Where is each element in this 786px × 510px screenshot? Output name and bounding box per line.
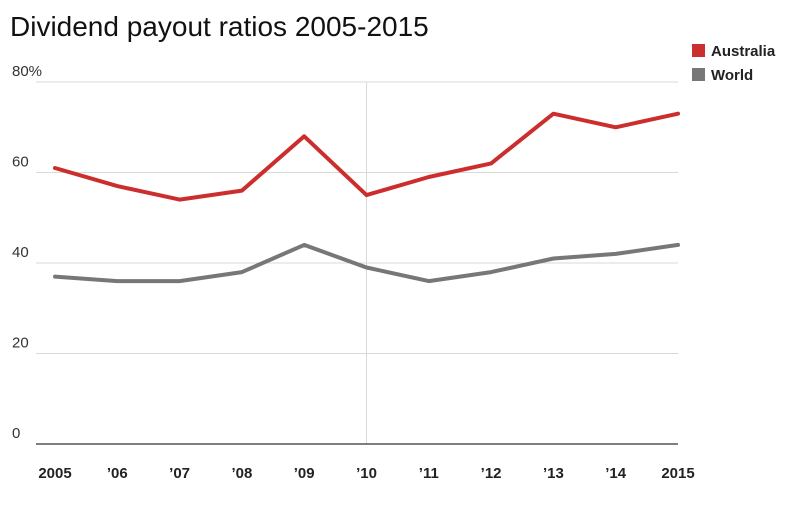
y-tick-label: 40 — [12, 244, 29, 261]
x-tick-label: 2015 — [661, 465, 694, 482]
x-tick-label: ’14 — [605, 465, 627, 482]
x-tick-label: ’10 — [356, 465, 377, 482]
x-tick-label: ’06 — [107, 465, 128, 482]
y-tick-label: 60 — [12, 154, 29, 171]
y-tick-label: 0 — [12, 425, 20, 442]
series-line-world — [53, 242, 680, 284]
series-line-australia — [53, 111, 680, 202]
x-tick-label: ’07 — [169, 465, 190, 482]
gridlines — [36, 81, 678, 444]
y-tick-label: 80% — [12, 63, 42, 80]
legend-label-world: World — [711, 67, 753, 84]
x-tick-label: 2005 — [38, 465, 71, 482]
legend-label-australia: Australia — [711, 43, 776, 60]
chart-title: Dividend payout ratios 2005-2015 — [10, 11, 429, 42]
y-tick-label: 20 — [12, 335, 29, 352]
x-axis: 2005 ’06 ’07 ’08 ’09 ’10 ’11 ’12 ’13 ’14 2015 — [36, 443, 695, 482]
x-tick-label: ’08 — [231, 465, 252, 482]
x-tick-label: ’11 — [419, 465, 439, 482]
y-axis: 0 20 40 60 80% — [12, 63, 42, 442]
legend-swatch-australia — [692, 44, 705, 57]
legend-swatch-world — [692, 68, 705, 81]
series-layer — [53, 111, 680, 284]
x-tick-label: ’13 — [543, 465, 564, 482]
x-tick-label: ’12 — [481, 465, 502, 482]
legend: Australia World — [692, 43, 776, 84]
x-tick-label: ’09 — [294, 465, 315, 482]
